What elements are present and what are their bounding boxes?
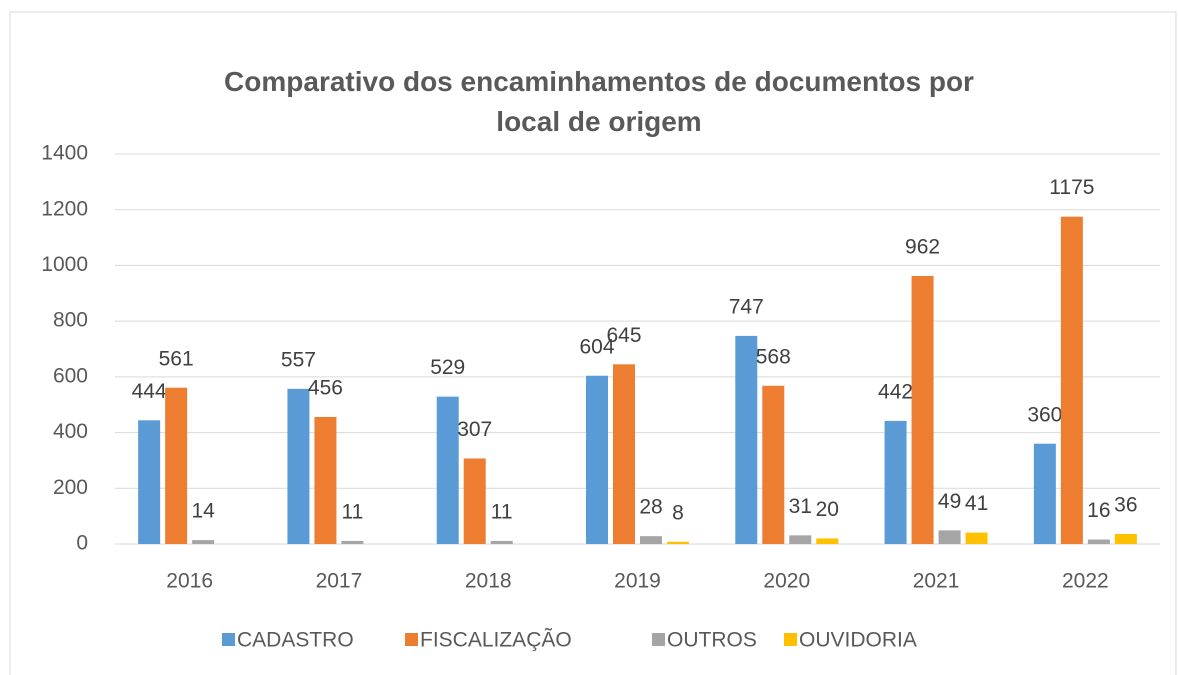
y-tick-label: 1400 [41, 142, 88, 165]
bar [314, 416, 337, 544]
bar [436, 396, 459, 544]
data-label: 20 [816, 498, 839, 521]
data-label: 1175 [1049, 176, 1094, 199]
chart-title: Comparativo dos encaminhamentos de docum… [224, 66, 974, 137]
data-label: 604 [579, 335, 614, 358]
y-tick-label: 1000 [41, 253, 88, 276]
data-label: 456 [308, 377, 343, 400]
data-label: 747 [729, 295, 764, 318]
x-tick-label: 2020 [763, 570, 810, 593]
data-label: 529 [430, 356, 465, 379]
data-label: 444 [132, 380, 167, 403]
legend-label: OUTROS [667, 629, 757, 652]
bar [138, 420, 161, 544]
x-tick-label: 2017 [316, 570, 363, 593]
bar [735, 335, 758, 544]
data-label: 49 [938, 490, 961, 513]
legend-swatch [405, 633, 418, 646]
bar [192, 540, 215, 544]
bar [287, 388, 310, 544]
data-label: 41 [965, 492, 988, 515]
x-tick-label: 2018 [465, 570, 512, 593]
bar [816, 538, 839, 544]
data-label: 307 [457, 418, 492, 441]
bar [1033, 443, 1056, 544]
bar [1087, 539, 1110, 544]
legend-label: CADASTRO [237, 629, 354, 652]
y-tick-label: 400 [53, 420, 88, 443]
bar [938, 530, 961, 544]
data-label: 568 [756, 345, 791, 368]
legend-swatch [652, 633, 665, 646]
x-tick-label: 2019 [614, 570, 661, 593]
legend-swatch [784, 633, 797, 646]
y-tick-label: 1200 [41, 197, 88, 220]
legend-label: FISCALIZAÇÃO [420, 628, 572, 652]
legend-label: OUVIDORIA [799, 629, 917, 652]
data-label: 36 [1114, 494, 1137, 517]
x-tick-label: 2016 [166, 570, 213, 593]
data-label: 31 [789, 495, 812, 518]
bar [789, 535, 812, 544]
bar [490, 540, 513, 544]
data-label: 8 [672, 501, 684, 524]
y-tick-label: 200 [53, 476, 88, 499]
bar [165, 387, 188, 544]
data-label: 645 [606, 324, 641, 347]
bar [341, 540, 364, 544]
bar [1060, 216, 1083, 544]
chart-border [9, 11, 1177, 675]
bar [762, 385, 785, 544]
data-label: 11 [491, 500, 513, 523]
x-tick-label: 2022 [1062, 570, 1109, 593]
data-label: 16 [1087, 499, 1110, 522]
bar [613, 364, 635, 544]
bar [1114, 533, 1137, 544]
bar [884, 420, 907, 544]
legend-swatch [222, 633, 235, 646]
data-label: 360 [1027, 403, 1062, 426]
y-tick-label: 0 [76, 532, 88, 555]
data-label: 11 [342, 500, 364, 523]
bar [640, 536, 662, 544]
bar [965, 532, 988, 544]
x-tick-label: 2021 [913, 570, 960, 593]
data-label: 442 [878, 380, 913, 403]
y-tick-label: 600 [53, 364, 88, 387]
data-label: 561 [159, 347, 194, 370]
data-label: 962 [905, 236, 940, 259]
bar [667, 541, 689, 544]
data-label: 28 [639, 496, 662, 519]
bar [586, 375, 608, 544]
bar [911, 276, 934, 544]
y-tick-label: 800 [53, 309, 88, 332]
data-label: 557 [281, 348, 316, 371]
data-label: 14 [191, 500, 215, 523]
bar [463, 458, 486, 544]
